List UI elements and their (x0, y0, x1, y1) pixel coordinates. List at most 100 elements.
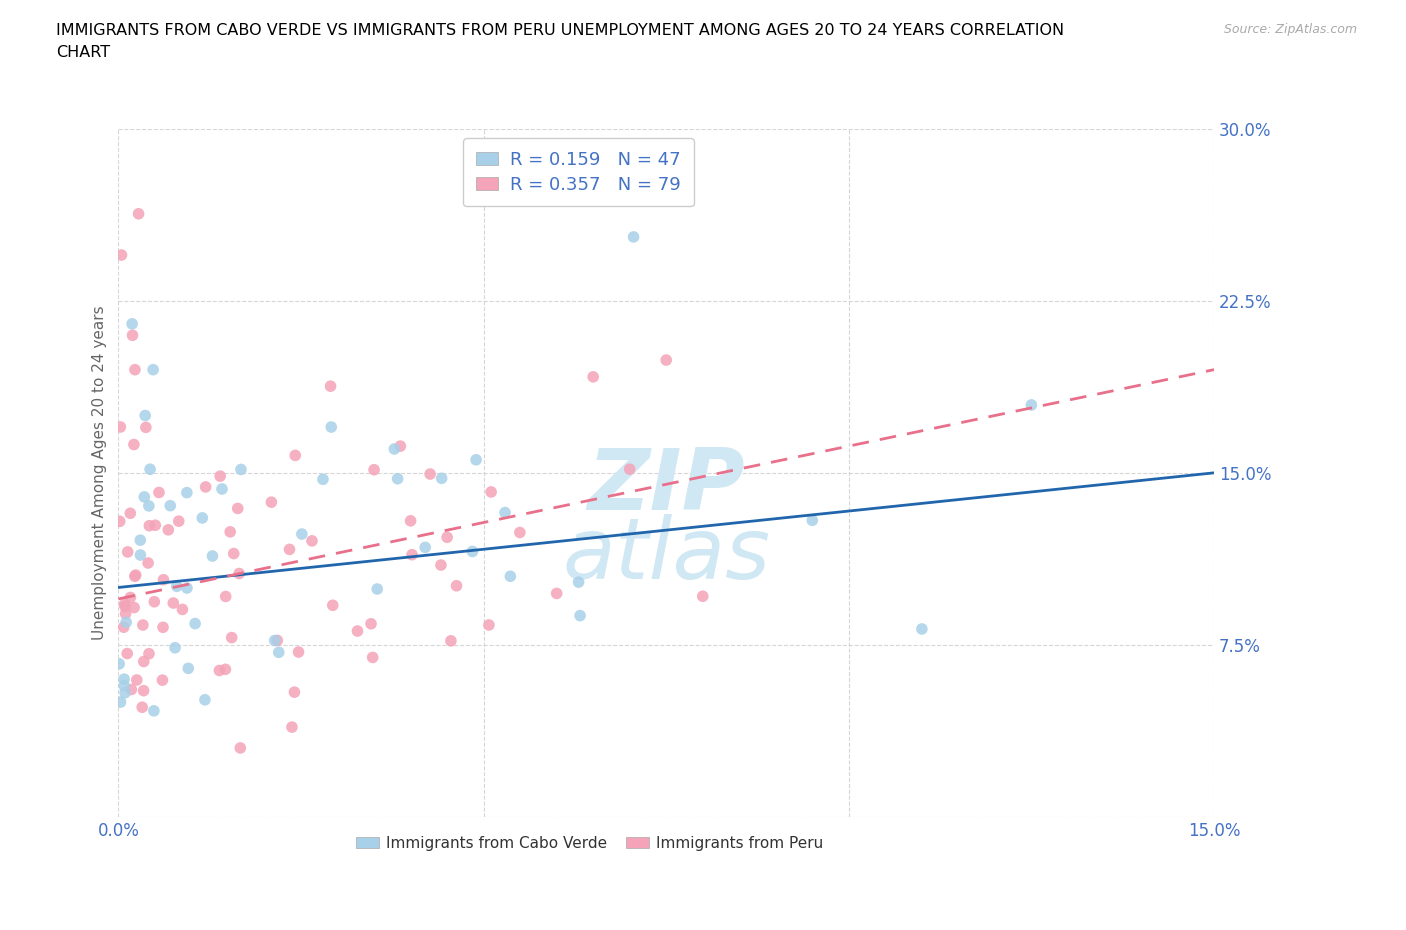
Point (430, 558, 453, 573)
Point (461, 544, 484, 559)
Point (222, 546, 245, 561)
Point (176, 485, 198, 500)
Point (509, 525, 531, 540)
Point (165, 640, 187, 655)
Point (138, 518, 160, 533)
Point (209, 469, 232, 484)
Point (120, 682, 142, 697)
Point (322, 598, 344, 613)
Point (801, 512, 824, 527)
Point (692, 589, 714, 604)
Point (138, 498, 160, 513)
Point (157, 523, 180, 538)
Point (124, 569, 146, 584)
Point (129, 548, 152, 563)
Point (177, 661, 200, 676)
Point (413, 540, 436, 555)
Point (134, 408, 156, 423)
Point (229, 462, 252, 477)
Point (114, 606, 136, 621)
Point (419, 467, 441, 482)
Point (114, 685, 136, 700)
Point (569, 608, 592, 623)
Legend: Immigrants from Cabo Verde, Immigrants from Peru: Immigrants from Cabo Verde, Immigrants f… (350, 830, 830, 857)
Y-axis label: Unemployment Among Ages 20 to 24 years: Unemployment Among Ages 20 to 24 years (93, 306, 107, 640)
Point (108, 657, 131, 671)
Point (159, 498, 181, 513)
Point (479, 485, 502, 499)
Point (360, 617, 382, 631)
Point (440, 633, 463, 648)
Point (125, 567, 148, 582)
Point (132, 684, 155, 698)
Point (132, 618, 155, 632)
Point (361, 650, 384, 665)
Point (465, 452, 488, 467)
Point (281, 720, 304, 735)
Point (167, 513, 190, 528)
Point (121, 328, 143, 343)
Point (138, 646, 160, 661)
Text: Source: ZipAtlas.com: Source: ZipAtlas.com (1223, 23, 1357, 36)
Point (112, 678, 135, 693)
Point (399, 513, 422, 528)
Point (446, 578, 468, 593)
Point (152, 620, 174, 635)
Point (132, 654, 155, 669)
Point (291, 526, 314, 541)
Point (135, 420, 157, 435)
Point (110, 247, 132, 262)
Point (229, 740, 252, 755)
Point (287, 644, 309, 659)
Point (172, 602, 194, 617)
Point (112, 619, 135, 634)
Point (301, 534, 323, 549)
Point (121, 316, 143, 331)
Point (366, 581, 388, 596)
Point (194, 692, 217, 707)
Text: ZIP: ZIP (588, 445, 745, 528)
Point (911, 621, 934, 636)
Point (267, 644, 290, 659)
Point (139, 462, 162, 477)
Point (120, 590, 142, 604)
Point (112, 671, 135, 686)
Point (263, 633, 285, 648)
Point (148, 485, 170, 500)
Point (226, 501, 249, 516)
Point (142, 362, 165, 377)
Point (201, 549, 224, 564)
Point (134, 489, 156, 504)
Point (346, 624, 368, 639)
Point (125, 672, 148, 687)
Point (319, 379, 342, 393)
Point (228, 566, 250, 581)
Text: IMMIGRANTS FROM CABO VERDE VS IMMIGRANTS FROM PERU UNEMPLOYMENT AMONG AGES 20 TO: IMMIGRANTS FROM CABO VERDE VS IMMIGRANTS… (56, 23, 1064, 60)
Point (128, 206, 150, 221)
Point (191, 511, 214, 525)
Point (114, 597, 136, 612)
Point (582, 369, 605, 384)
Point (152, 572, 174, 587)
Point (655, 352, 678, 367)
Point (122, 600, 145, 615)
Point (546, 586, 568, 601)
Point (436, 530, 458, 545)
Point (176, 580, 198, 595)
Point (143, 518, 166, 533)
Point (284, 448, 307, 463)
Point (478, 618, 501, 632)
Point (152, 672, 174, 687)
Point (115, 646, 138, 661)
Point (623, 230, 645, 245)
Point (260, 495, 283, 510)
Point (619, 461, 641, 476)
Point (122, 437, 145, 452)
Point (1021, 397, 1043, 412)
Point (136, 555, 159, 570)
Point (278, 542, 301, 557)
Point (117, 544, 139, 559)
Point (499, 569, 522, 584)
Text: atlas: atlas (562, 514, 770, 597)
Point (219, 525, 242, 539)
